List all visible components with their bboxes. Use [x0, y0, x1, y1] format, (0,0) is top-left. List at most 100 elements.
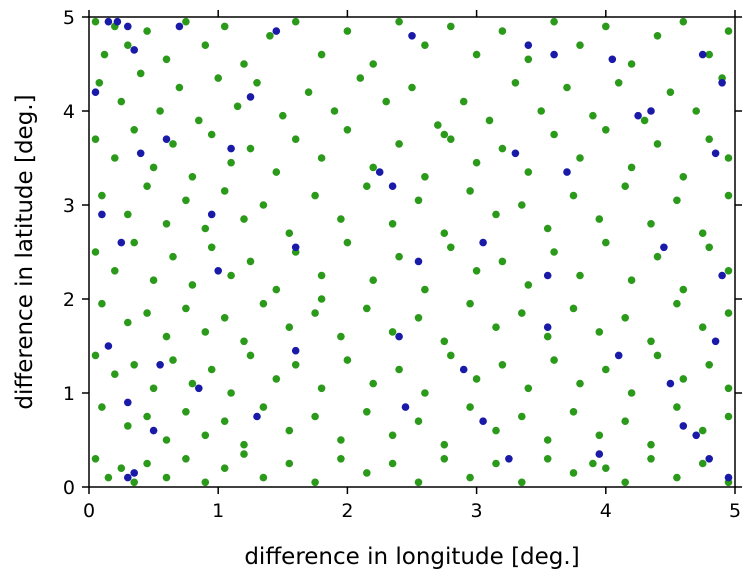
scatter-point-series0-93	[259, 201, 268, 209]
scatter-point-series0-9	[240, 60, 248, 68]
scatter-point-series0-115	[149, 276, 158, 285]
scatter-point-series0-144	[182, 304, 190, 313]
scatter-point-series0-238	[388, 459, 397, 468]
scatter-point-series0-146	[220, 314, 229, 322]
scatter-point-series0-103	[518, 201, 526, 209]
scatter-point-series0-154	[388, 328, 397, 336]
scatter-point-series1-7	[272, 27, 281, 35]
scatter-point-series0-156	[440, 337, 449, 346]
scatter-point-series0-147	[240, 337, 248, 346]
scatter-point-series0-29	[95, 79, 104, 87]
points-layer	[91, 17, 733, 487]
scatter-point-series0-169	[111, 370, 119, 379]
scatter-point-series1-53	[679, 422, 688, 430]
scatter-point-series0-78	[576, 154, 584, 162]
y-tick-label-4: 4	[63, 101, 75, 123]
scatter-point-series0-14	[369, 60, 378, 68]
scatter-point-series0-127	[421, 285, 429, 294]
scatter-point-series1-12	[647, 107, 655, 115]
scatter-point-series0-63	[207, 130, 216, 139]
scatter-point-series1-22	[634, 111, 642, 120]
scatter-point-series0-190	[602, 365, 610, 374]
scatter-point-series0-209	[388, 431, 397, 440]
scatter-point-series0-167	[724, 309, 733, 317]
scatter-point-series1-50	[479, 417, 487, 426]
scatter-point-series0-139	[724, 267, 733, 275]
scatter-point-series0-165	[673, 299, 681, 308]
scatter-point-series0-91	[220, 187, 229, 195]
scatter-point-series0-64	[227, 158, 235, 167]
scatter-point-series0-213	[492, 426, 500, 435]
scatter-point-series0-5	[162, 55, 171, 64]
scatter-point-series0-180	[343, 356, 352, 364]
scatter-point-series0-159	[518, 309, 526, 317]
scatter-point-series0-17	[447, 22, 455, 31]
scatter-point-series1-14	[718, 79, 726, 87]
scatter-point-series0-19	[498, 27, 507, 35]
scatter-point-series0-3	[124, 41, 132, 49]
scatter-point-series0-193	[679, 375, 688, 383]
scatter-point-series0-116	[169, 252, 177, 261]
scatter-point-series0-114	[130, 238, 138, 247]
scatter-point-series0-128	[447, 243, 455, 252]
scatter-point-series0-58	[111, 154, 119, 162]
scatter-point-series1-15	[136, 149, 145, 158]
scatter-point-series0-206	[311, 412, 319, 421]
scatter-point-series0-12	[317, 50, 326, 59]
scatter-point-series0-55	[692, 107, 700, 115]
scatter-point-series0-216	[569, 408, 578, 416]
x-tick-label-4: 4	[600, 500, 612, 522]
x-tick-label-1: 1	[212, 500, 224, 522]
scatter-point-series0-202	[220, 417, 229, 426]
scatter-point-series1-10	[550, 50, 558, 59]
scatter-point-series0-118	[207, 243, 216, 252]
scatter-point-series0-28	[724, 27, 733, 35]
scatter-point-series0-100	[440, 229, 449, 237]
scatter-point-series0-38	[279, 111, 287, 120]
scatter-point-series0-69	[343, 126, 352, 134]
scatter-point-series0-75	[498, 144, 507, 153]
scatter-point-series0-136	[653, 252, 662, 261]
x-axis-title: difference in longitude [deg.]	[244, 544, 579, 570]
scatter-point-series0-175	[227, 389, 235, 397]
scatter-point-series0-92	[240, 215, 248, 223]
scatter-point-series0-130	[498, 257, 507, 266]
scatter-point-series1-2	[113, 17, 122, 26]
scatter-point-series0-71	[395, 140, 403, 148]
scatter-point-series0-107	[621, 182, 629, 190]
scatter-point-series0-171	[149, 384, 158, 393]
scatter-point-series0-26	[679, 17, 688, 26]
scatter-point-series0-57	[91, 135, 100, 143]
scatter-point-series0-140	[98, 299, 106, 308]
scatter-point-series1-33	[718, 271, 726, 280]
scatter-point-series0-60	[149, 163, 158, 172]
scatter-point-series0-145	[201, 328, 210, 336]
scatter-point-series0-70	[369, 163, 378, 172]
scatter-point-series0-234	[285, 459, 294, 468]
scatter-point-series0-177	[272, 375, 281, 383]
scatter-point-series0-85	[98, 191, 106, 200]
scatter-point-series0-132	[550, 248, 558, 256]
scatter-point-series1-49	[401, 403, 410, 411]
scatter-point-series0-124	[343, 238, 352, 247]
scatter-point-series0-42	[382, 97, 391, 106]
scatter-point-series0-192	[653, 351, 662, 360]
scatter-point-series0-138	[705, 243, 713, 252]
scatter-point-series0-59	[130, 126, 138, 134]
scatter-point-series0-24	[627, 60, 636, 68]
scatter-point-series0-44	[434, 121, 442, 129]
scatter-point-series0-27	[705, 50, 713, 59]
scatter-point-series0-18	[472, 50, 481, 59]
scatter-point-series0-10	[266, 32, 274, 40]
scatter-point-series0-229	[182, 455, 190, 463]
scatter-point-series0-108	[647, 220, 655, 228]
scatter-point-series1-52	[595, 450, 604, 458]
y-tick-label-0: 0	[63, 477, 75, 499]
scatter-point-series0-219	[647, 440, 655, 449]
scatter-point-series0-48	[511, 79, 520, 87]
scatter-point-series0-25	[653, 32, 662, 40]
scatter-point-series0-15	[395, 17, 403, 26]
scatter-point-series0-241	[466, 473, 474, 482]
scatter-point-series0-34	[195, 116, 203, 125]
